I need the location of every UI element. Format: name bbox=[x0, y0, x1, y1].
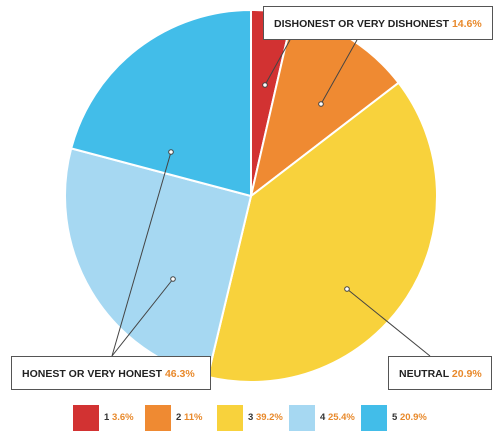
legend-swatch-3 bbox=[217, 405, 243, 431]
callout-dishonest-label: DISHONEST OR VERY DISHONEST bbox=[274, 18, 450, 30]
callout-honest-label: HONEST OR VERY HONEST bbox=[22, 368, 163, 380]
leader-honest-b-dot bbox=[170, 276, 176, 282]
callout-neutral-pct: 20.9% bbox=[451, 368, 482, 380]
pie-slice-5 bbox=[69, 8, 252, 198]
callout-dishonest-pct: 14.6% bbox=[451, 18, 482, 30]
legend-swatch-2 bbox=[145, 405, 171, 431]
legend-swatch-4 bbox=[289, 405, 315, 431]
leader-dishonest-a-dot bbox=[262, 82, 268, 88]
leader-dishonest-a-line bbox=[264, 39, 291, 86]
leader-honest-a-line bbox=[111, 151, 172, 357]
legend: 1 3.6% 2 11% 3 39.2% 4 25.4% 5 20.9% bbox=[73, 405, 433, 433]
legend-text-1: 1 3.6% bbox=[104, 412, 134, 423]
legend-text-5: 5 20.9% bbox=[392, 412, 427, 423]
callout-honest-pct: 46.3% bbox=[164, 368, 195, 380]
legend-swatch-5 bbox=[361, 405, 387, 431]
legend-swatch-1 bbox=[73, 405, 99, 431]
callout-dishonest: DISHONEST OR VERY DISHONEST 14.6% bbox=[263, 6, 493, 40]
callout-neutral-label: NEUTRAL bbox=[399, 368, 449, 380]
leader-neutral-line bbox=[346, 288, 431, 357]
pie-slice-3 bbox=[206, 81, 438, 383]
leader-dishonest-b-line bbox=[320, 39, 358, 105]
legend-text-2: 2 11% bbox=[176, 412, 203, 423]
leader-dishonest-b-dot bbox=[318, 101, 324, 107]
legend-text-4: 4 25.4% bbox=[320, 412, 355, 423]
leader-honest-a-dot bbox=[168, 149, 174, 155]
leader-honest-b-line bbox=[111, 278, 174, 357]
legend-text-3: 3 39.2% bbox=[248, 412, 283, 423]
callout-honest: HONEST OR VERY HONEST 46.3% bbox=[11, 356, 211, 390]
callout-neutral: NEUTRAL 20.9% bbox=[388, 356, 492, 390]
leader-neutral-dot bbox=[344, 286, 350, 292]
